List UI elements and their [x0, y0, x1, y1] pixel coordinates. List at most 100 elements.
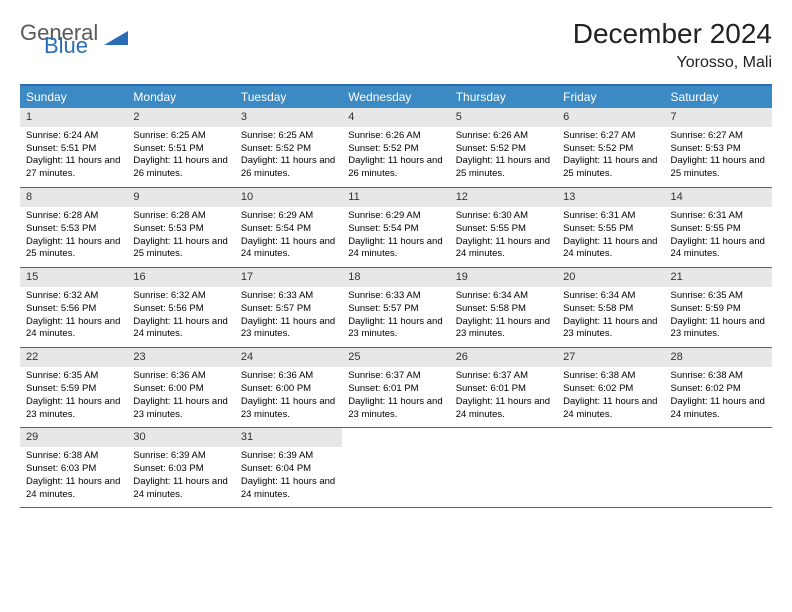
sunrise-text: Sunrise: 6:31 AM — [671, 210, 766, 223]
sunrise-text: Sunrise: 6:31 AM — [563, 210, 658, 223]
sunrise-text: Sunrise: 6:39 AM — [133, 450, 228, 463]
sunrise-text: Sunrise: 6:32 AM — [26, 290, 121, 303]
day-cell: 15Sunrise: 6:32 AMSunset: 5:56 PMDayligh… — [20, 268, 127, 347]
day-body: Sunrise: 6:26 AMSunset: 5:52 PMDaylight:… — [450, 127, 557, 187]
sunrise-text: Sunrise: 6:25 AM — [241, 130, 336, 143]
day-cell: 12Sunrise: 6:30 AMSunset: 5:55 PMDayligh… — [450, 188, 557, 267]
day-number: 25 — [342, 348, 449, 367]
day-cell: 16Sunrise: 6:32 AMSunset: 5:56 PMDayligh… — [127, 268, 234, 347]
day-body: Sunrise: 6:25 AMSunset: 5:51 PMDaylight:… — [127, 127, 234, 187]
sunrise-text: Sunrise: 6:39 AM — [241, 450, 336, 463]
day-number: 12 — [450, 188, 557, 207]
day-body: Sunrise: 6:36 AMSunset: 6:00 PMDaylight:… — [235, 367, 342, 427]
day-body: Sunrise: 6:28 AMSunset: 5:53 PMDaylight:… — [20, 207, 127, 267]
daylight-text: Daylight: 11 hours and 25 minutes. — [456, 155, 551, 181]
sunset-text: Sunset: 5:58 PM — [456, 303, 551, 316]
daylight-text: Daylight: 11 hours and 24 minutes. — [671, 396, 766, 422]
sunrise-text: Sunrise: 6:28 AM — [133, 210, 228, 223]
sunset-text: Sunset: 6:02 PM — [671, 383, 766, 396]
week-row: 8Sunrise: 6:28 AMSunset: 5:53 PMDaylight… — [20, 188, 772, 268]
day-body: Sunrise: 6:39 AMSunset: 6:03 PMDaylight:… — [127, 447, 234, 507]
sunset-text: Sunset: 5:57 PM — [348, 303, 443, 316]
sunrise-text: Sunrise: 6:38 AM — [671, 370, 766, 383]
day-body: Sunrise: 6:29 AMSunset: 5:54 PMDaylight:… — [235, 207, 342, 267]
daylight-text: Daylight: 11 hours and 24 minutes. — [26, 316, 121, 342]
sunrise-text: Sunrise: 6:27 AM — [671, 130, 766, 143]
daylight-text: Daylight: 11 hours and 26 minutes. — [133, 155, 228, 181]
sunrise-text: Sunrise: 6:38 AM — [26, 450, 121, 463]
daylight-text: Daylight: 11 hours and 24 minutes. — [241, 236, 336, 262]
daylight-text: Daylight: 11 hours and 23 minutes. — [348, 316, 443, 342]
sunrise-text: Sunrise: 6:32 AM — [133, 290, 228, 303]
dayname-thu: Thursday — [450, 86, 557, 108]
sunset-text: Sunset: 5:54 PM — [241, 223, 336, 236]
day-number: 28 — [665, 348, 772, 367]
daylight-text: Daylight: 11 hours and 23 minutes. — [348, 396, 443, 422]
triangle-icon — [104, 29, 130, 52]
daylight-text: Daylight: 11 hours and 24 minutes. — [133, 476, 228, 502]
day-number: 27 — [557, 348, 664, 367]
daylight-text: Daylight: 11 hours and 23 minutes. — [456, 316, 551, 342]
sunrise-text: Sunrise: 6:37 AM — [456, 370, 551, 383]
daylight-text: Daylight: 11 hours and 23 minutes. — [133, 396, 228, 422]
day-cell: 21Sunrise: 6:35 AMSunset: 5:59 PMDayligh… — [665, 268, 772, 347]
day-cell: 27 Sunrise: 6:38 AMSunset: 6:02 PMDayligh… — [557, 348, 664, 427]
day-number: 10 — [235, 188, 342, 207]
sunset-text: Sunset: 6:00 PM — [133, 383, 228, 396]
daylight-text: Daylight: 11 hours and 23 minutes. — [241, 396, 336, 422]
sunrise-text: Sunrise: 6:27 AM — [563, 130, 658, 143]
daylight-text: Daylight: 11 hours and 26 minutes. — [241, 155, 336, 181]
day-number: 14 — [665, 188, 772, 207]
title-block: December 2024 Yorosso, Mali — [573, 18, 772, 72]
day-body: Sunrise: 6:37 AMSunset: 6:01 PMDaylight:… — [342, 367, 449, 427]
sunset-text: Sunset: 6:04 PM — [241, 463, 336, 476]
day-body: Sunrise: 6:32 AMSunset: 5:56 PMDaylight:… — [20, 287, 127, 347]
sunset-text: Sunset: 5:53 PM — [26, 223, 121, 236]
day-body: Sunrise: 6:31 AMSunset: 5:55 PMDaylight:… — [557, 207, 664, 267]
day-cell: 9Sunrise: 6:28 AMSunset: 5:53 PMDaylight… — [127, 188, 234, 267]
dayname-sat: Saturday — [665, 86, 772, 108]
day-number: 7 — [665, 108, 772, 127]
daylight-text: Daylight: 11 hours and 23 minutes. — [241, 316, 336, 342]
sunrise-text: Sunrise: 6:33 AM — [348, 290, 443, 303]
sunrise-text: Sunrise: 6:38 AM — [563, 370, 658, 383]
daylight-text: Daylight: 11 hours and 24 minutes. — [456, 236, 551, 262]
sunrise-text: Sunrise: 6:26 AM — [456, 130, 551, 143]
day-body: Sunrise: 6:27 AMSunset: 5:53 PMDaylight:… — [665, 127, 772, 187]
day-number: 15 — [20, 268, 127, 287]
sunset-text: Sunset: 5:56 PM — [26, 303, 121, 316]
day-cell: 31 Sunrise: 6:39 AMSunset: 6:04 PMDayligh… — [235, 428, 342, 507]
day-number: 31 — [235, 428, 342, 447]
day-cell: 25Sunrise: 6:37 AMSunset: 6:01 PMDayligh… — [342, 348, 449, 427]
day-cell: 2Sunrise: 6:25 AMSunset: 5:51 PMDaylight… — [127, 108, 234, 187]
day-number: 29 — [20, 428, 127, 447]
daylight-text: Daylight: 11 hours and 24 minutes. — [241, 476, 336, 502]
sunrise-text: Sunrise: 6:34 AM — [456, 290, 551, 303]
daylight-text: Daylight: 11 hours and 24 minutes. — [563, 396, 658, 422]
dayname-fri: Friday — [557, 86, 664, 108]
day-number: 13 — [557, 188, 664, 207]
day-body: Sunrise: 6:38 AMSunset: 6:03 PMDaylight:… — [20, 447, 127, 507]
sunset-text: Sunset: 5:51 PM — [26, 143, 121, 156]
sunset-text: Sunset: 5:51 PM — [133, 143, 228, 156]
month-title: December 2024 — [573, 18, 772, 50]
day-body: Sunrise: 6:30 AMSunset: 5:55 PMDaylight:… — [450, 207, 557, 267]
day-number: 9 — [127, 188, 234, 207]
day-body: Sunrise: 6:35 AMSunset: 5:59 PMDaylight:… — [20, 367, 127, 427]
day-cell: 19Sunrise: 6:34 AMSunset: 5:58 PMDayligh… — [450, 268, 557, 347]
day-cell: 26Sunrise: 6:37 AMSunset: 6:01 PMDayligh… — [450, 348, 557, 427]
day-number: 3 — [235, 108, 342, 127]
day-body: Sunrise: 6:33 AMSunset: 5:57 PMDaylight:… — [342, 287, 449, 347]
daylight-text: Daylight: 11 hours and 26 minutes. — [348, 155, 443, 181]
dayname-mon: Monday — [127, 86, 234, 108]
logo-text-blue: Blue — [44, 37, 98, 56]
day-body: Sunrise: 6:29 AMSunset: 5:54 PMDaylight:… — [342, 207, 449, 267]
daylight-text: Daylight: 11 hours and 25 minutes. — [563, 155, 658, 181]
sunrise-text: Sunrise: 6:30 AM — [456, 210, 551, 223]
sunset-text: Sunset: 6:02 PM — [563, 383, 658, 396]
day-body: Sunrise: 6:32 AMSunset: 5:56 PMDaylight:… — [127, 287, 234, 347]
sunset-text: Sunset: 5:55 PM — [456, 223, 551, 236]
day-number: 22 — [20, 348, 127, 367]
day-body: Sunrise: 6:37 AMSunset: 6:01 PMDaylight:… — [450, 367, 557, 427]
sunrise-text: Sunrise: 6:37 AM — [348, 370, 443, 383]
